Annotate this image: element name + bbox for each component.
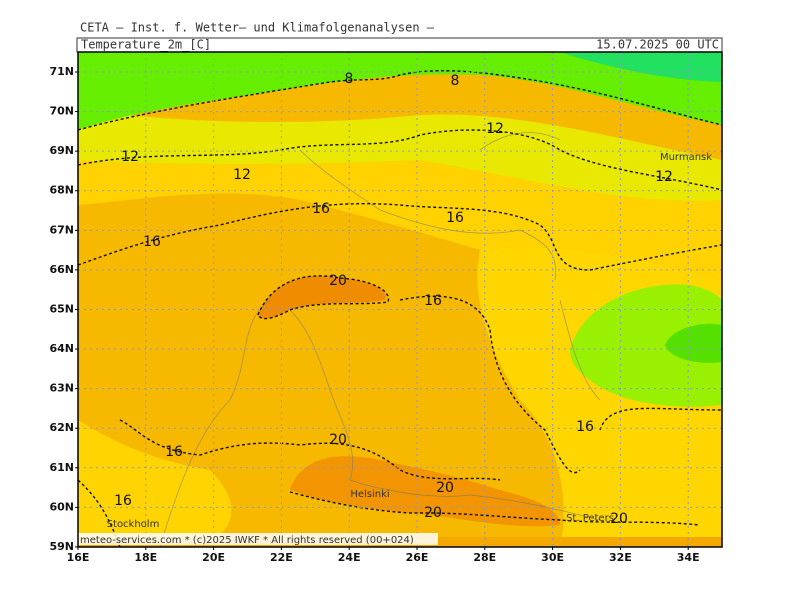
lat-label: 70N — [49, 105, 74, 118]
contour-12 — [78, 129, 722, 191]
contour-16-south — [119, 419, 501, 481]
field-warm-south — [290, 456, 560, 527]
lon-label: 20E — [202, 551, 225, 564]
lat-label: 71N — [49, 65, 74, 78]
city-label: Stockholm — [107, 519, 160, 530]
field-warm-north — [258, 275, 386, 319]
datetime-label: 15.07.2025 00 UTC — [596, 38, 719, 52]
lat-label: 61N — [49, 461, 74, 474]
contour-label: 12 — [655, 169, 673, 185]
contour-label: 16 — [114, 493, 132, 509]
lat-label: 64N — [49, 342, 74, 355]
contour-label: 16 — [576, 419, 594, 435]
contour-20-south — [289, 491, 701, 526]
lat-label: 63N — [49, 382, 74, 395]
contour-8 — [78, 70, 722, 131]
variable-label: Temperature_2m_[C] — [81, 38, 211, 52]
graticule — [78, 52, 722, 547]
footer-bg — [78, 533, 438, 545]
contour-label: 16 — [312, 201, 330, 217]
contour-label: 12 — [486, 121, 504, 137]
lat-label: 69N — [49, 144, 74, 157]
field-green-core — [665, 323, 722, 363]
lon-label: 16E — [67, 551, 90, 564]
lon-label: 22E — [270, 551, 293, 564]
coastline — [159, 132, 601, 547]
contour-label: 20 — [329, 273, 347, 289]
footer-credit: meteo-services.com * (c)2025 IWKF * All … — [80, 535, 414, 546]
lon-label: 28E — [473, 551, 496, 564]
contour-label: 20 — [424, 505, 442, 521]
contour-20-north — [257, 275, 390, 320]
lon-label: 18E — [134, 551, 157, 564]
lon-label: 32E — [609, 551, 632, 564]
lat-label: 68N — [49, 184, 74, 197]
city-label: Helsinki — [350, 489, 389, 500]
contour-label: 8 — [451, 73, 460, 89]
contour-label: 20 — [436, 480, 454, 496]
field-yellow-sw — [78, 420, 232, 547]
contour-label: 16 — [446, 210, 464, 226]
contour-16-mid — [399, 295, 722, 474]
contour-label: 12 — [121, 149, 139, 165]
contour-label: 20 — [610, 511, 628, 527]
lat-label: 66N — [49, 263, 74, 276]
lon-label: 30E — [541, 551, 564, 564]
city-label: St. Peters — [566, 513, 614, 524]
city-label: Murmansk — [660, 152, 712, 163]
contour-label: 16 — [165, 444, 183, 460]
field-green-north — [78, 52, 722, 130]
field-yellow-green — [78, 110, 722, 201]
lat-label: 65N — [49, 302, 74, 315]
map-frame — [77, 51, 723, 548]
contour-label: 16 — [143, 234, 161, 250]
contour-label: 12 — [233, 167, 251, 183]
lat-label: 59N — [49, 540, 74, 553]
lon-label: 24E — [338, 551, 361, 564]
contour-label: 20 — [329, 432, 347, 448]
lat-label: 62N — [49, 421, 74, 434]
header-title: CETA — Inst. f. Wetter— und Klimafolgena… — [80, 21, 435, 35]
lon-label: 34E — [677, 551, 700, 564]
lon-label: 26E — [406, 551, 429, 564]
contour-label: 8 — [345, 71, 354, 87]
lat-label: 67N — [49, 223, 74, 236]
field-teal — [560, 52, 722, 82]
field-green-east — [570, 284, 722, 407]
contour-label: 16 — [424, 293, 442, 309]
lat-label: 60N — [49, 500, 74, 513]
map-field — [78, 52, 722, 547]
